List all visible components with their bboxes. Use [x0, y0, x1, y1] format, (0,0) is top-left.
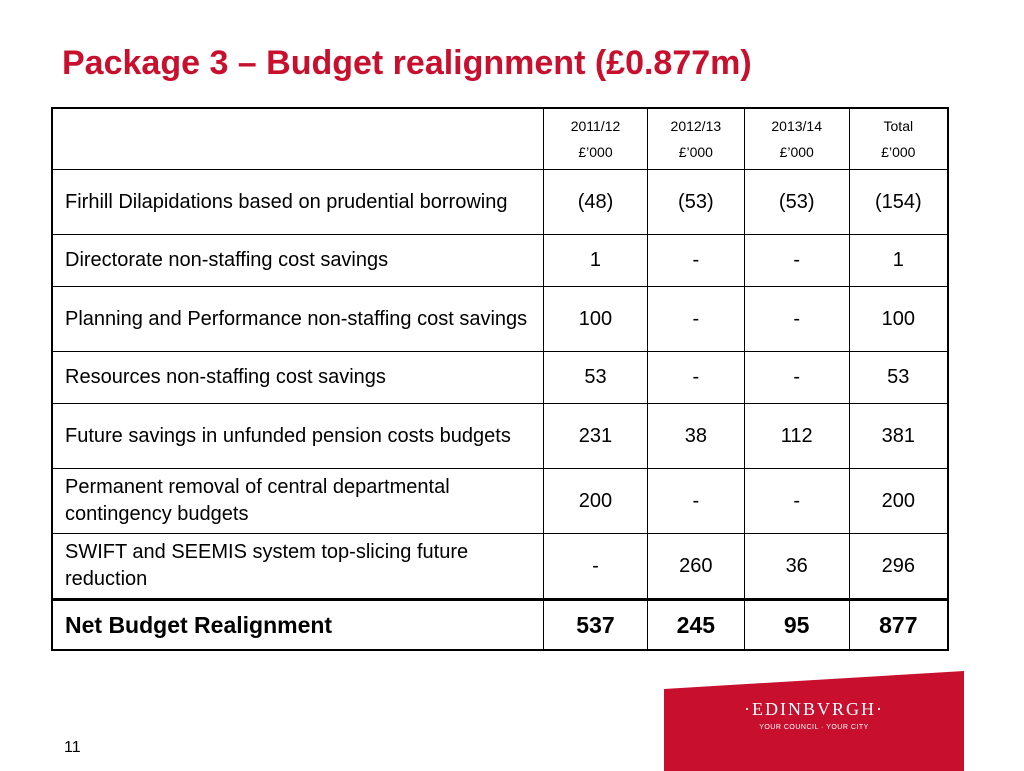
- cell-2011-12: 231: [543, 403, 648, 469]
- cell-2011-12: 200: [543, 468, 648, 534]
- cell-total: 381: [848, 403, 949, 469]
- table-row: Resources non-staffing cost savings 53 -…: [51, 351, 949, 404]
- cell-2012-13: 38: [646, 403, 745, 469]
- total-total: 877: [848, 598, 949, 651]
- cell-2012-13: -: [646, 351, 745, 404]
- total-row: Net Budget Realignment 537 245 95 877: [51, 598, 949, 651]
- header-unit: £’000: [779, 144, 814, 160]
- header-year: 2011/12: [570, 118, 621, 134]
- header-cell-total: Total £’000: [848, 107, 949, 170]
- header-unit: £’000: [578, 144, 613, 160]
- table-row: Firhill Dilapidations based on prudentia…: [51, 169, 949, 235]
- page-number: 11: [64, 739, 81, 756]
- slide-title: Package 3 – Budget realignment (£0.877m): [62, 44, 752, 82]
- header-cell-2013-14: 2013/14 £’000: [743, 107, 850, 170]
- row-label: Planning and Performance non-staffing co…: [51, 286, 545, 352]
- table-row: Permanent removal of central departmenta…: [51, 468, 949, 534]
- header-cell-2012-13: 2012/13 £’000: [646, 107, 745, 170]
- cell-2011-12: 53: [543, 351, 648, 404]
- table-row: Future savings in unfunded pension costs…: [51, 403, 949, 469]
- row-label: Directorate non-staffing cost savings: [51, 234, 545, 287]
- cell-2013-14: -: [743, 351, 850, 404]
- cell-2012-13: -: [646, 468, 745, 534]
- header-cell-2011-12: 2011/12 £’000: [543, 107, 648, 170]
- header-year: Total: [883, 118, 914, 134]
- table-row: SWIFT and SEEMIS system top-slicing futu…: [51, 533, 949, 600]
- total-2013-14: 95: [743, 598, 850, 651]
- total-2011-12: 537: [543, 598, 648, 651]
- cell-2011-12: 100: [543, 286, 648, 352]
- cell-2011-12: -: [543, 533, 648, 600]
- cell-total: 296: [848, 533, 949, 600]
- cell-total: 200: [848, 468, 949, 534]
- cell-total: 1: [848, 234, 949, 287]
- cell-total: 53: [848, 351, 949, 404]
- header-cell-empty: [51, 107, 545, 170]
- cell-2013-14: 112: [743, 403, 850, 469]
- row-label: Permanent removal of central departmenta…: [51, 468, 545, 534]
- row-label: Resources non-staffing cost savings: [51, 351, 545, 404]
- cell-2013-14: -: [743, 234, 850, 287]
- cell-2012-13: -: [646, 234, 745, 287]
- cell-2011-12: (48): [543, 169, 648, 235]
- cell-total: 100: [848, 286, 949, 352]
- cell-total: (154): [848, 169, 949, 235]
- header-unit: £’000: [881, 144, 916, 160]
- cell-2012-13: -: [646, 286, 745, 352]
- table-row: Planning and Performance non-staffing co…: [51, 286, 949, 352]
- cell-2013-14: -: [743, 286, 850, 352]
- header-year: 2013/14: [771, 118, 822, 134]
- cell-2013-14: -: [743, 468, 850, 534]
- header-unit: £’000: [678, 144, 713, 160]
- budget-table: 2011/12 £’000 2012/13 £’000 2013/14 £’00…: [51, 107, 949, 651]
- table-header-row: 2011/12 £’000 2012/13 £’000 2013/14 £’00…: [51, 107, 949, 170]
- row-label: Firhill Dilapidations based on prudentia…: [51, 169, 545, 235]
- table-row: Directorate non-staffing cost savings 1 …: [51, 234, 949, 287]
- logo-tagline: YOUR COUNCIL · YOUR CITY: [759, 724, 869, 731]
- logo-wordmark: ·EDINBVRGH·: [744, 699, 884, 719]
- row-label: SWIFT and SEEMIS system top-slicing futu…: [51, 533, 545, 600]
- row-label: Future savings in unfunded pension costs…: [51, 403, 545, 469]
- edinburgh-logo: ·EDINBVRGH· YOUR COUNCIL · YOUR CITY: [664, 671, 964, 771]
- header-year: 2012/13: [670, 118, 722, 134]
- cell-2012-13: 260: [646, 533, 745, 600]
- cell-2012-13: (53): [646, 169, 745, 235]
- cell-2013-14: 36: [743, 533, 850, 600]
- cell-2011-12: 1: [543, 234, 648, 287]
- total-2012-13: 245: [646, 598, 745, 651]
- total-label: Net Budget Realignment: [51, 598, 545, 651]
- cell-2013-14: (53): [743, 169, 850, 235]
